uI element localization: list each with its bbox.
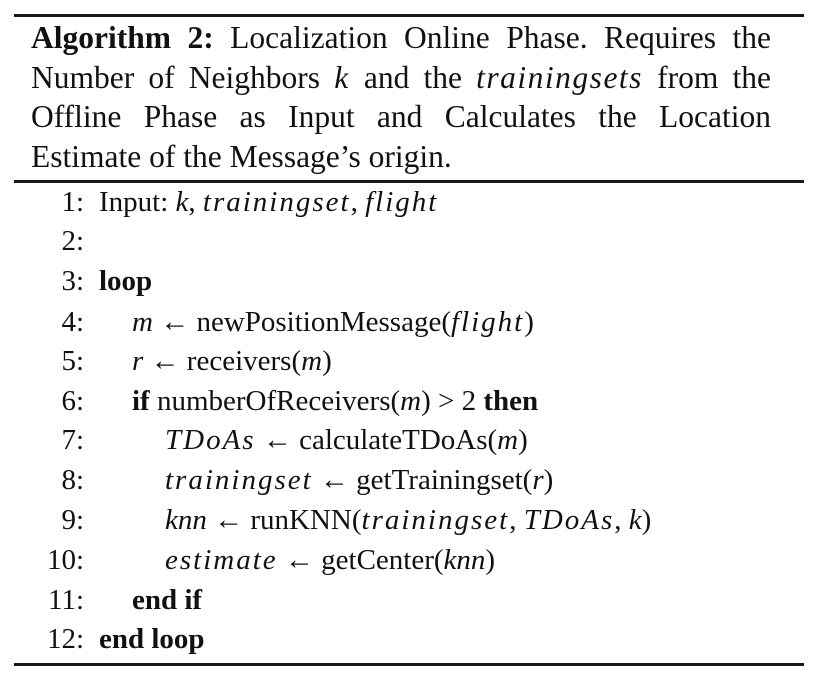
var-m: m bbox=[301, 345, 323, 377]
var-trainingset: trainingset bbox=[361, 504, 510, 536]
var-r: r bbox=[532, 464, 544, 496]
line-content: trainingset ← getTrainingset(r) bbox=[165, 460, 553, 500]
line-number: 7: bbox=[61, 424, 84, 456]
line-content: Input: k, trainingset, flight bbox=[99, 182, 438, 222]
caption-text-2: and the bbox=[349, 59, 477, 95]
assign-arrow: ← bbox=[277, 544, 322, 576]
bottom-rule bbox=[14, 663, 804, 666]
separator: , bbox=[509, 504, 524, 536]
loop-keyword: loop bbox=[99, 265, 153, 297]
line-number: 10: bbox=[46, 544, 84, 576]
close-paren: ) bbox=[543, 464, 554, 496]
line-number: 2: bbox=[61, 225, 84, 257]
line-number: 3: bbox=[61, 265, 84, 297]
then-keyword: then bbox=[483, 385, 539, 417]
line-content: r ← receivers(m) bbox=[132, 341, 332, 381]
var-k: k bbox=[175, 186, 189, 218]
algorithm-label: Algorithm 2: bbox=[31, 20, 214, 55]
line-content: knn ← runKNN(trainingset, TDoAs, k) bbox=[165, 500, 651, 540]
function-call: runKNN( bbox=[250, 504, 362, 536]
var-tdoas: TDoAs bbox=[165, 424, 256, 456]
assign-arrow: ← bbox=[206, 504, 251, 536]
function-call: getTrainingset( bbox=[356, 464, 533, 496]
line-number: 9: bbox=[61, 504, 84, 536]
close-paren: ) bbox=[641, 504, 652, 536]
var-m: m bbox=[132, 306, 153, 338]
close-paren: ) bbox=[518, 424, 528, 456]
line-number: 8: bbox=[61, 464, 84, 496]
assign-arrow: ← bbox=[143, 345, 187, 377]
assign-arrow: ← bbox=[152, 306, 197, 338]
var-trainingset: trainingset bbox=[202, 186, 351, 218]
line-number: 12: bbox=[46, 623, 84, 655]
close-paren: ) bbox=[485, 544, 496, 576]
var-flight: flight bbox=[365, 186, 439, 218]
separator: , bbox=[350, 186, 366, 218]
line-content: estimate ← getCenter(knn) bbox=[165, 540, 495, 580]
function-call: numberOfReceivers( bbox=[149, 385, 401, 417]
assign-arrow: ← bbox=[312, 464, 357, 496]
condition-tail: ) > 2 bbox=[421, 385, 484, 417]
line-content: m ← newPositionMessage(flight) bbox=[132, 302, 534, 342]
function-call: calculateTDoAs( bbox=[299, 424, 498, 456]
function-call: newPositionMessage( bbox=[196, 306, 451, 338]
caption-rule bbox=[14, 180, 804, 183]
top-rule bbox=[14, 14, 804, 17]
separator: , bbox=[188, 186, 203, 218]
line-content: TDoAs ← calculateTDoAs(m) bbox=[165, 420, 528, 460]
var-knn: knn bbox=[443, 544, 486, 576]
var-tdoas: TDoAs bbox=[523, 504, 615, 536]
line-content: if numberOfReceivers(m) > 2 then bbox=[132, 381, 538, 421]
input-keyword: Input: bbox=[99, 186, 176, 218]
line-number: 6: bbox=[61, 385, 84, 417]
caption-text-1: Localization Online Phase. Requires the … bbox=[31, 20, 771, 95]
separator: , bbox=[614, 504, 629, 536]
var-r: r bbox=[132, 345, 144, 377]
var-estimate: estimate bbox=[165, 544, 278, 576]
function-call: receivers( bbox=[186, 345, 302, 377]
close-paren: ) bbox=[322, 345, 332, 377]
close-paren: ) bbox=[524, 306, 534, 338]
function-call: getCenter( bbox=[321, 544, 444, 576]
line-number: 1: bbox=[61, 186, 84, 218]
end-loop-keyword: end loop bbox=[99, 623, 205, 655]
var-flight: flight bbox=[450, 306, 525, 338]
if-keyword: if bbox=[132, 385, 150, 417]
line-number: 5: bbox=[61, 345, 84, 377]
var-trainingset: trainingset bbox=[165, 464, 313, 496]
var-knn: knn bbox=[165, 504, 207, 536]
algorithm-caption: Algorithm 2: Localization Online Phase. … bbox=[31, 18, 771, 176]
caption-var-trainingsets: trainingsets bbox=[476, 59, 643, 95]
var-m: m bbox=[400, 385, 422, 417]
line-number: 11: bbox=[48, 584, 84, 616]
end-if-keyword: end if bbox=[132, 584, 203, 616]
caption-var-k: k bbox=[334, 59, 350, 95]
var-m: m bbox=[497, 424, 519, 456]
caption-text-3: from the Offline Phase as Input and Calc… bbox=[31, 59, 771, 174]
assign-arrow: ← bbox=[255, 424, 300, 456]
line-number: 4: bbox=[61, 306, 84, 338]
var-k: k bbox=[628, 504, 642, 536]
